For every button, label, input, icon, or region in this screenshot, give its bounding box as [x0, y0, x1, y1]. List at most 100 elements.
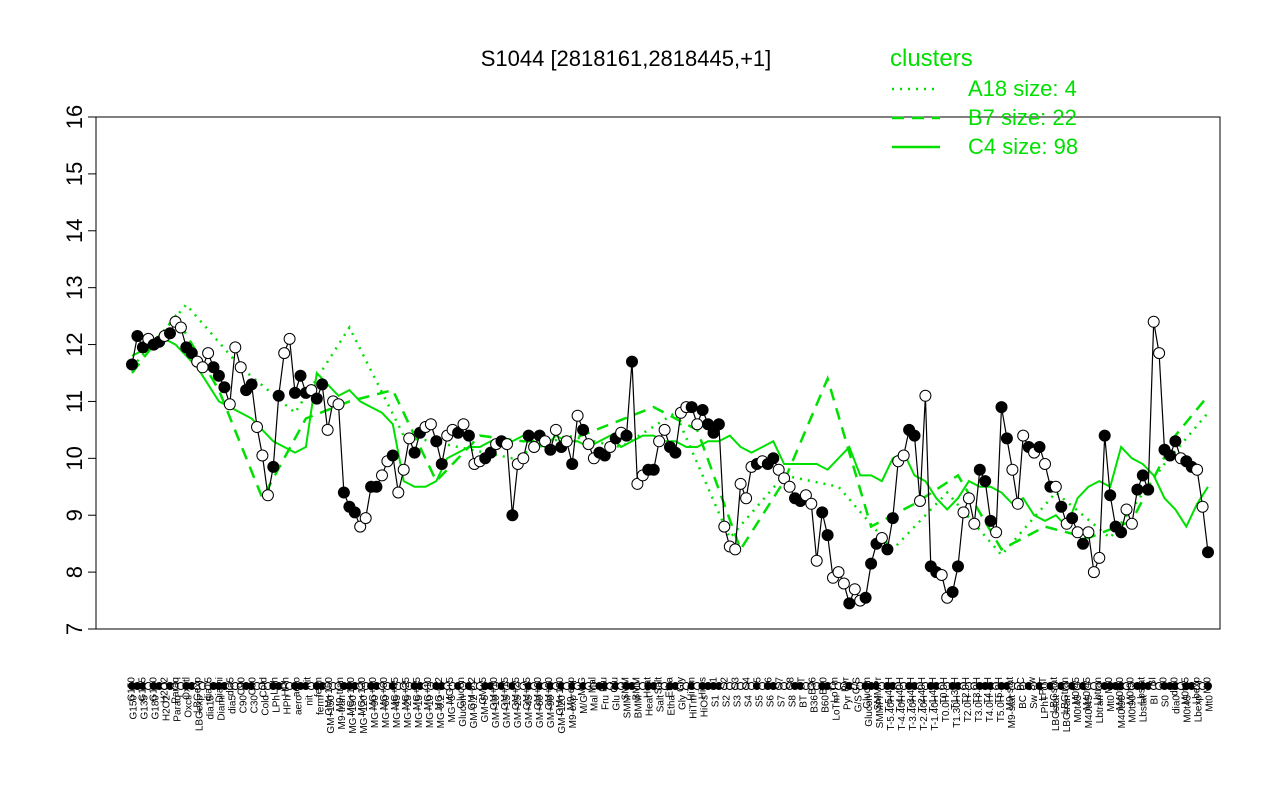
data-point: [799, 489, 812, 502]
x-tick-label-lower: BT: [798, 695, 809, 708]
x-tick-label: M40t45: [1082, 677, 1093, 711]
data-point: [946, 586, 959, 598]
x-tick-label-lower: HPh: [282, 695, 293, 714]
x-tick-label: M/G: [577, 677, 588, 696]
x-tick-label: Diami: [214, 677, 225, 703]
x-tick-label: LBGexp: [193, 677, 204, 714]
x-tick-label: MG+10: [423, 677, 434, 711]
x-tick-label: S3: [731, 677, 742, 690]
x-tick-label: GM-0.2: [467, 677, 478, 711]
data-point: [1196, 500, 1209, 513]
data-point: [957, 506, 970, 519]
x-axis: G150 G135 G180 H2O2 Paraq Oxctl LBGexp dia15 Dia…: [127, 676, 1216, 733]
data-point: [218, 381, 231, 394]
x-tick-label: HiTm: [687, 677, 698, 701]
x-tick-label-lower: T0.0H: [941, 695, 952, 722]
legend-label: B7 size: 22: [968, 105, 1077, 130]
x-tick-label-lower: M/G: [579, 695, 590, 714]
data-point: [712, 418, 725, 431]
x-tick-label: GM+45: [522, 677, 533, 711]
data-point: [517, 452, 530, 465]
x-tick-label-lower: Glucon: [458, 695, 469, 727]
x-tick-label-lower: T4.0H: [985, 695, 996, 722]
data-point: [1202, 546, 1214, 559]
x-tick-label: SMM: [621, 677, 632, 700]
data-point: [848, 583, 861, 596]
data-point: [310, 392, 323, 405]
points-layer: [126, 315, 1214, 610]
x-tick-label-lower: M40t45: [1084, 695, 1095, 729]
x-tick-label-lower: MG+10: [425, 695, 436, 729]
series-line-dashed: [131, 313, 1209, 553]
data-point: [973, 463, 986, 476]
data-point: [837, 577, 850, 590]
data-point: [566, 458, 579, 470]
x-tick-label-lower: Lbtran: [1095, 695, 1106, 723]
x-tick-label: T2.0H: [961, 677, 972, 704]
data-point: [1039, 458, 1051, 470]
x-tick-label-lower: BMM: [634, 695, 645, 718]
x-tick-label-lower: GM+120: [557, 695, 568, 734]
y-tick-label: 8: [62, 566, 87, 578]
x-tick-label-lower: MG+5: [447, 695, 458, 723]
x-tick-label-lower: GM+25: [513, 695, 524, 729]
x-tick-label: BC: [1016, 677, 1027, 691]
data-point: [696, 404, 709, 416]
chart-title: S1044 [2818161,2818445,+1]: [481, 46, 772, 71]
data-point: [843, 597, 856, 610]
x-tick-label: LoTm: [829, 677, 840, 703]
data-point: [734, 477, 747, 490]
x-tick-label: GM+15: [500, 677, 511, 711]
data-point: [995, 401, 1008, 414]
data-point: [865, 557, 878, 570]
data-point: [354, 520, 367, 533]
plot-frame: [95, 116, 1221, 630]
x-tick-label-lower: M9-exp: [568, 695, 579, 729]
y-tick-label: 15: [62, 162, 87, 186]
x-tick-label: S5: [752, 677, 763, 690]
data-point: [506, 509, 519, 522]
x-tick-label-lower: GM+10: [491, 695, 502, 729]
data-point: [658, 423, 671, 436]
data-point: [707, 426, 720, 439]
data-point: [522, 429, 535, 442]
data-point: [767, 452, 780, 465]
x-tick-label-lower: C30: [249, 695, 260, 714]
legend-label: A18 size: 4: [968, 76, 1077, 101]
x-tick-label-lower: T1.30H: [952, 695, 963, 728]
x-tick-label-lower: Paraq: [173, 695, 184, 722]
x-tick-label-lower: MG-0.2: [436, 695, 447, 729]
x-tick-label: LPhT: [1038, 677, 1049, 701]
x-tick-label: Glu: [610, 677, 621, 693]
data-point: [886, 512, 899, 525]
data-point: [305, 384, 318, 397]
data-point: [685, 401, 698, 414]
data-point: [783, 480, 796, 493]
x-tick-label: Glucon: [456, 677, 467, 709]
x-tick-label-lower: S8: [787, 695, 798, 708]
data-point: [283, 332, 296, 345]
x-tick-label: T-2.40H: [917, 677, 928, 713]
data-point: [359, 512, 372, 525]
x-tick-label-lower: M0t45: [1073, 695, 1084, 723]
data-point: [582, 438, 595, 451]
data-point: [386, 449, 399, 462]
data-point: [778, 472, 791, 485]
data-point: [430, 435, 443, 448]
x-tick-label: M40t90: [1115, 677, 1126, 711]
data-point: [332, 398, 345, 411]
data-point: [1191, 463, 1204, 476]
x-tick-label-lower: Oxctl: [184, 695, 195, 718]
x-tick-label: H2O2: [160, 677, 171, 704]
x-tick-label: BMM: [632, 677, 643, 700]
x-tick-label: M0t90: [1126, 677, 1137, 705]
data-point: [805, 497, 818, 510]
data-point: [729, 543, 742, 556]
data-point: [1087, 566, 1100, 579]
legend-label: C4 size: 98: [968, 134, 1078, 159]
x-tick-label: S1: [709, 677, 720, 690]
x-tick-label-lower: B36: [809, 695, 820, 713]
data-point: [859, 591, 872, 604]
data-point: [821, 529, 834, 542]
x-tick-label-lower: Pyr: [842, 694, 853, 710]
